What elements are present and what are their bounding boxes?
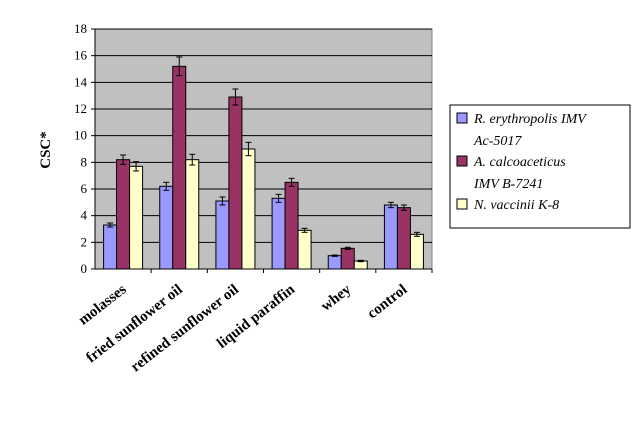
legend-label: R. erythropolis IMV [473, 112, 587, 127]
bar [215, 200, 230, 270]
legend-label: A. calcoaceticus [473, 155, 566, 170]
x-category-label: fried sunflower oil [83, 282, 185, 367]
bar [129, 165, 144, 270]
bar [228, 96, 243, 270]
y-tick-label: 18 [74, 21, 87, 36]
x-category-label: control [365, 282, 411, 323]
x-category-label: whey [318, 281, 355, 314]
legend-swatch [456, 112, 468, 124]
bar [185, 159, 200, 270]
y-tick-label: 10 [74, 128, 87, 143]
bar [396, 207, 411, 270]
legend-box [449, 104, 631, 229]
legend-label: IMV B-7241 [473, 177, 543, 192]
y-tick-label: 4 [81, 208, 88, 223]
bar [284, 181, 299, 270]
bar [241, 148, 256, 270]
bar [159, 185, 174, 270]
x-category-label: molasses [76, 281, 130, 328]
bar [383, 204, 398, 270]
bar [172, 65, 187, 270]
y-tick-label: 16 [74, 48, 88, 63]
plot-background [94, 28, 433, 270]
bar [271, 197, 286, 270]
legend-label: N. vaccinii K-8 [473, 198, 559, 213]
y-axis-title: CSC* [38, 131, 54, 169]
bar [340, 247, 355, 270]
y-tick-label: 8 [81, 154, 88, 169]
bar [103, 224, 118, 270]
y-tick-label: 12 [74, 101, 87, 116]
bar [116, 159, 131, 270]
bar [297, 229, 312, 270]
x-category-label: refined sunflower oil [128, 282, 242, 376]
bar [327, 255, 342, 270]
y-tick-label: 0 [81, 261, 88, 276]
y-tick-label: 2 [81, 234, 88, 249]
legend-swatch [456, 155, 468, 167]
bar [353, 260, 368, 270]
legend-swatch [456, 198, 468, 210]
bar [409, 233, 424, 270]
legend: R. erythropolis IMV Ac-5017 A. calcoacetic… [449, 104, 631, 229]
y-tick-label: 6 [81, 181, 88, 196]
legend-label: Ac-5017 [473, 134, 522, 149]
y-tick-label: 14 [74, 74, 88, 89]
